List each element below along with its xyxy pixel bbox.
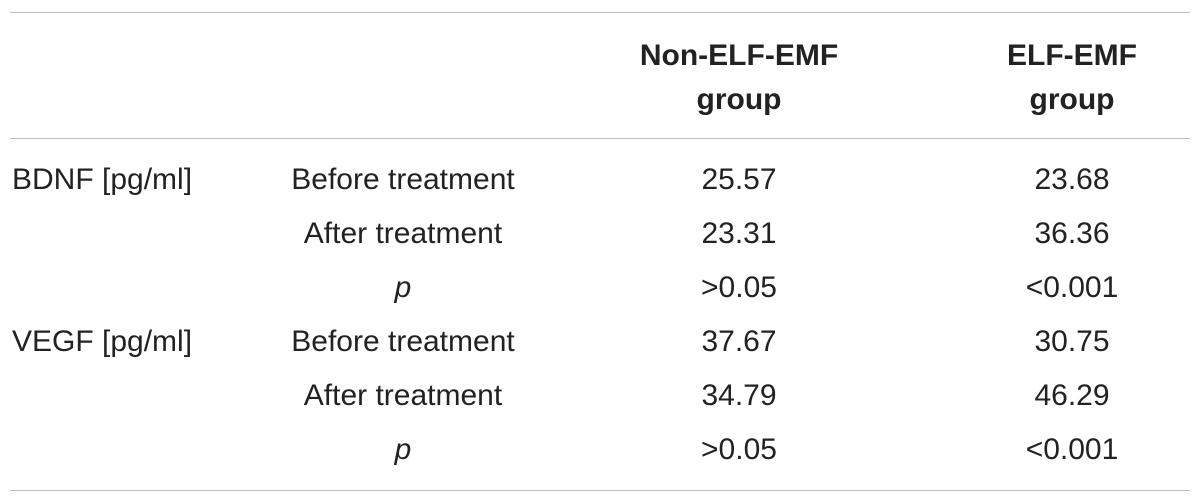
- top-rule: [10, 12, 1190, 13]
- non-elf-emf-value: 34.79: [701, 379, 777, 412]
- non-elf-emf-value: 37.67: [701, 325, 777, 358]
- header-non-elf-emf-line1: Non-ELF-EMF: [639, 39, 839, 72]
- header-elf-emf: ELF-EMF group: [960, 34, 1184, 122]
- elf-emf-value: 30.75: [1034, 325, 1110, 358]
- header-non-elf-emf-line2: group: [696, 83, 782, 116]
- non-elf-emf-p-value: >0.05: [701, 433, 777, 466]
- row-label: After treatment: [303, 217, 503, 250]
- elf-emf-value: 46.29: [1034, 379, 1110, 412]
- header-elf-emf-line1: ELF-EMF: [1007, 39, 1137, 72]
- elf-emf-p-value: <0.001: [1025, 271, 1119, 304]
- elf-emf-p-value: <0.001: [1025, 433, 1119, 466]
- row-label-p: p: [394, 271, 412, 304]
- non-elf-emf-value: 23.31: [701, 217, 777, 250]
- elf-emf-value: 23.68: [1034, 163, 1110, 196]
- header-elf-emf-line2: group: [1029, 83, 1115, 116]
- non-elf-emf-p-value: >0.05: [701, 271, 777, 304]
- row-parameter: BDNF [pg/ml]: [12, 163, 193, 196]
- row-label: After treatment: [303, 379, 503, 412]
- row-label: Before treatment: [291, 163, 515, 196]
- row-label-p: p: [394, 433, 412, 466]
- header-rule: [10, 138, 1190, 139]
- header-non-elf-emf: Non-ELF-EMF group: [620, 34, 858, 122]
- non-elf-emf-value: 25.57: [701, 163, 777, 196]
- row-parameter: VEGF [pg/ml]: [12, 325, 193, 358]
- row-label: Before treatment: [291, 325, 515, 358]
- elf-emf-value: 36.36: [1034, 217, 1110, 250]
- bottom-rule: [10, 490, 1190, 491]
